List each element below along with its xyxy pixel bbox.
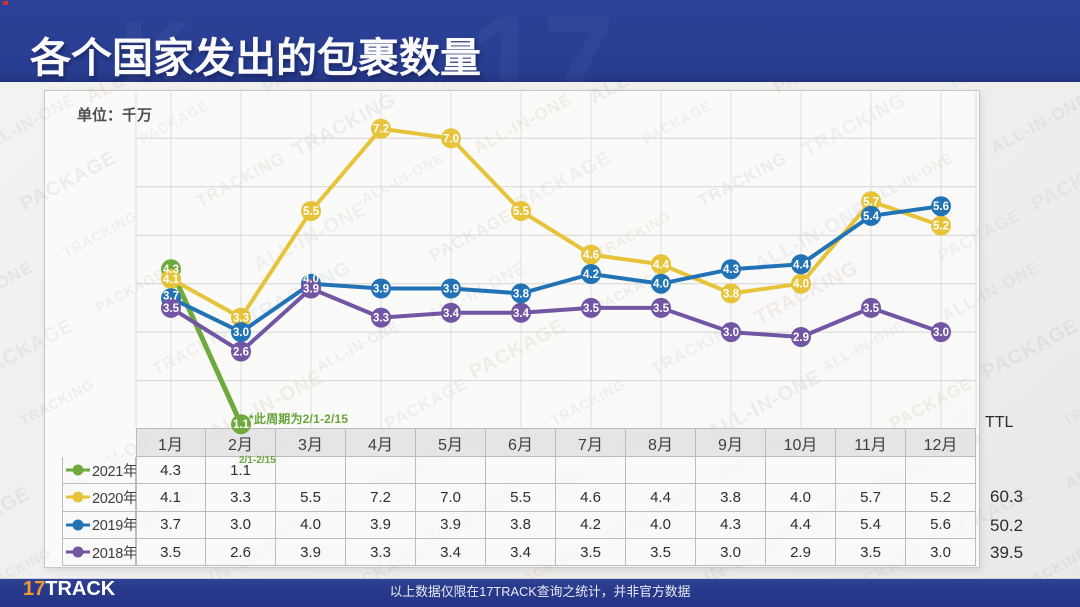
svg-text:5.4: 5.4 [863, 211, 880, 223]
svg-text:3.7: 3.7 [163, 290, 179, 302]
svg-text:3.8: 3.8 [513, 288, 530, 300]
svg-text:4.0: 4.0 [793, 279, 809, 291]
svg-text:3.8: 3.8 [723, 288, 740, 300]
svg-text:4.0: 4.0 [653, 279, 669, 291]
svg-text:4.4: 4.4 [793, 259, 810, 271]
svg-text:3.3: 3.3 [233, 313, 249, 325]
svg-text:3.5: 3.5 [863, 303, 880, 315]
svg-text:4.3: 4.3 [723, 264, 739, 276]
svg-text:3.5: 3.5 [653, 303, 670, 315]
svg-text:3.4: 3.4 [513, 308, 530, 320]
svg-text:3.9: 3.9 [373, 284, 389, 296]
svg-text:3.0: 3.0 [723, 327, 739, 339]
svg-text:7.2: 7.2 [373, 124, 389, 136]
svg-text:5.6: 5.6 [933, 201, 949, 213]
svg-text:5.7: 5.7 [863, 196, 879, 208]
svg-text:3.9: 3.9 [443, 284, 459, 296]
svg-text:3.3: 3.3 [373, 313, 389, 325]
svg-text:5.5: 5.5 [513, 206, 530, 218]
svg-text:4.4: 4.4 [653, 259, 670, 271]
svg-text:3.5: 3.5 [163, 303, 180, 315]
svg-text:3.5: 3.5 [583, 303, 600, 315]
svg-text:7.0: 7.0 [443, 133, 459, 145]
svg-text:*此周期为2/1-2/15: *此周期为2/1-2/15 [249, 411, 348, 426]
svg-text:3.0: 3.0 [233, 327, 249, 339]
svg-text:3.0: 3.0 [933, 327, 949, 339]
svg-text:4.1: 4.1 [163, 274, 180, 286]
svg-text:4.0: 4.0 [303, 274, 319, 286]
svg-text:5.5: 5.5 [303, 206, 320, 218]
svg-text:4.2: 4.2 [583, 269, 599, 281]
svg-text:4.3: 4.3 [163, 264, 179, 276]
svg-text:1.1: 1.1 [233, 419, 250, 431]
svg-text:5.2: 5.2 [933, 221, 949, 233]
svg-text:2.6: 2.6 [233, 347, 249, 359]
svg-text:4.6: 4.6 [583, 250, 599, 262]
svg-text:3.9: 3.9 [303, 284, 319, 296]
svg-text:3.4: 3.4 [443, 308, 460, 320]
svg-text:2.9: 2.9 [793, 332, 809, 344]
